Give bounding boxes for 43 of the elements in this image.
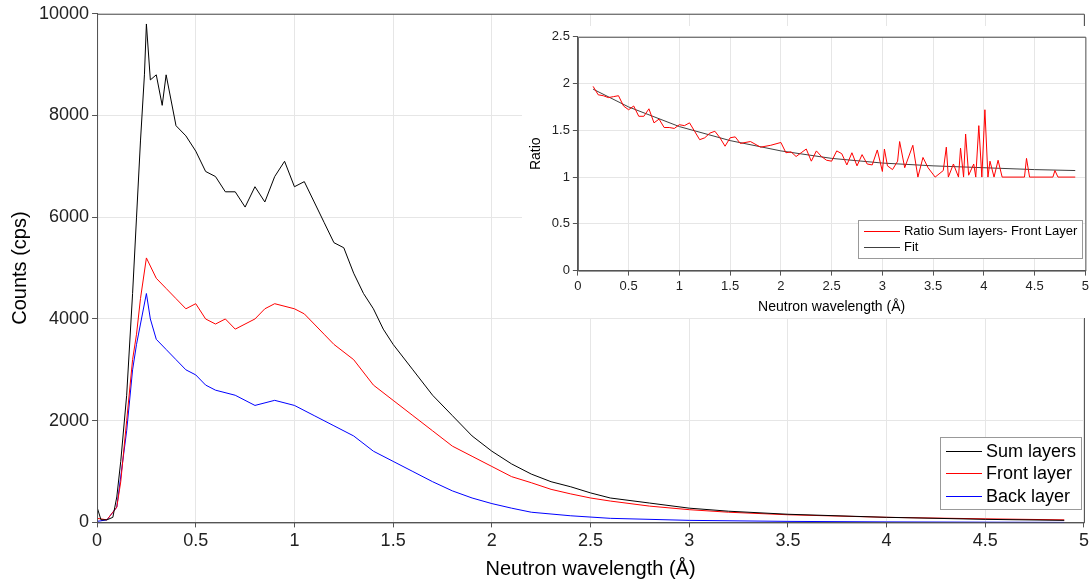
legend-label: Front layer [985, 462, 1072, 485]
x-axis-title: Neutron wavelength (Å) [758, 298, 906, 315]
x-tick-label: 4 [881, 530, 892, 551]
x-tick-label: 2.5 [822, 277, 841, 293]
x-tick-label: 1.5 [721, 277, 740, 293]
x-tick-label: 0.5 [183, 530, 209, 551]
x-tick-label: 2 [486, 530, 497, 551]
x-tick-label: 4.5 [972, 530, 998, 551]
x-tick-label: 3.5 [775, 530, 801, 551]
x-tick-label: 1.5 [380, 530, 406, 551]
legend-label: Back layer [985, 484, 1071, 508]
x-tick-label: 0 [92, 530, 103, 551]
y-axis-title: Counts (cps) [7, 211, 30, 325]
x-tick-label: 3.5 [924, 277, 943, 293]
x-tick-label: 3 [878, 277, 886, 293]
y-tick-label: 1 [562, 168, 570, 184]
x-axis-title: Neutron wavelength (Å) [485, 556, 696, 579]
y-tick-label: 0 [562, 262, 570, 278]
x-tick-label: 2.5 [578, 530, 604, 551]
y-tick-label: 2 [562, 75, 570, 91]
y-tick-label: 2.5 [551, 28, 570, 44]
y-tick-label: 8000 [49, 104, 90, 125]
x-tick-label: 5 [1081, 277, 1089, 293]
y-tick-label: 2000 [49, 409, 90, 430]
x-tick-label: 1 [675, 277, 683, 293]
legend-label: Sum layers [985, 439, 1076, 463]
x-tick-label: 2 [777, 277, 785, 293]
x-tick-label: 4 [980, 277, 988, 293]
y-tick-label: 10000 [38, 2, 90, 23]
x-tick-label: 3 [684, 530, 695, 551]
x-tick-label: 0.5 [619, 277, 638, 293]
y-tick-label: 1.5 [551, 121, 570, 137]
y-axis-title: Ratio [527, 137, 544, 171]
y-tick-label: 6000 [49, 206, 90, 227]
x-tick-label: 0 [574, 277, 582, 293]
legend-label: Ratio Sum layers- Front Layer [903, 223, 1078, 240]
x-tick-label: 1 [289, 530, 300, 551]
y-tick-label: 0 [79, 511, 90, 532]
x-tick-label: 5 [1078, 530, 1089, 551]
legend-label: Fit [903, 239, 919, 256]
x-tick-label: 4.5 [1025, 277, 1044, 293]
y-tick-label: 4000 [49, 307, 90, 328]
y-tick-label: 0.5 [551, 215, 570, 231]
